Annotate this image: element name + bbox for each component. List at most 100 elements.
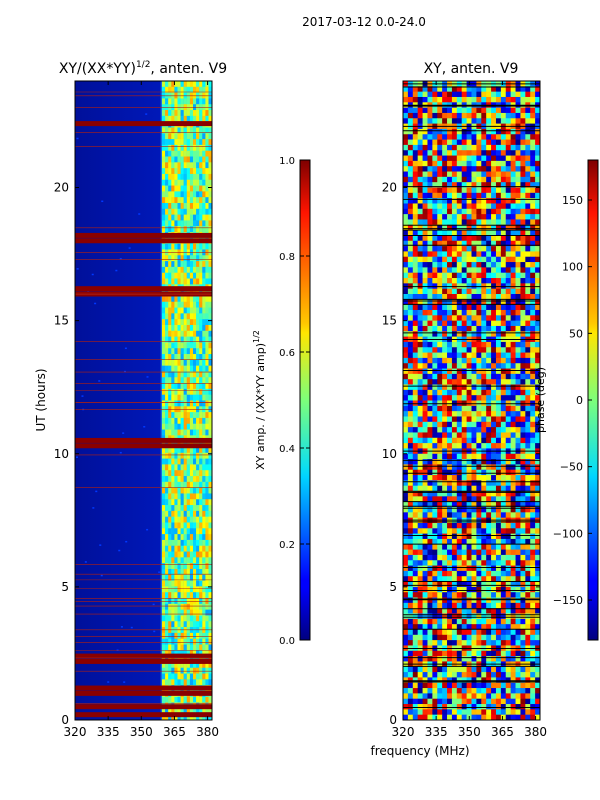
amplitude-cell: [202, 278, 206, 285]
phase-cell: [456, 634, 463, 641]
phase-cell: [495, 219, 502, 226]
phase-cell: [515, 443, 521, 449]
amplitude-cell: [162, 295, 166, 303]
amplitude-cell: [165, 464, 169, 471]
phase-cell: [456, 432, 463, 439]
phase-cell: [412, 459, 419, 465]
phase-cell: [461, 240, 468, 247]
phase-cell: [466, 560, 472, 567]
phase-cell: [471, 240, 477, 247]
amplitude-cell: [168, 563, 172, 570]
phase-cell: [491, 118, 497, 125]
phase-cell: [447, 278, 453, 284]
amplitude-cell: [168, 86, 172, 94]
phase-cell: [461, 459, 468, 465]
phase-cell: [442, 118, 448, 125]
phase-cell: [535, 629, 540, 636]
amplitude-cell: [162, 615, 166, 622]
phase-cell: [427, 144, 433, 151]
amplitude-cell: [180, 371, 184, 378]
amplitude-cell: [174, 522, 178, 529]
phase-cell: [403, 187, 409, 194]
amplitude-cell: [202, 371, 206, 378]
amplitude-cell: [171, 295, 175, 303]
amplitude-cell: [189, 400, 194, 407]
phase-cell: [515, 166, 521, 173]
amplitude-cell: [186, 586, 190, 593]
phase-cell: [495, 608, 502, 614]
phase-cell: [525, 656, 531, 662]
amplitude-cell: [180, 86, 184, 94]
phase-cell: [486, 192, 492, 199]
phase-cell: [407, 437, 414, 444]
phase-cell: [407, 560, 414, 567]
phase-cell: [510, 634, 516, 641]
amplitude-cell: [174, 81, 178, 88]
phase-cell: [486, 379, 492, 386]
phase-cell: [481, 491, 487, 497]
phase-cell: [437, 134, 443, 141]
amplitude-cell: [193, 139, 197, 146]
phase-cell: [451, 528, 458, 535]
phase-cell: [491, 485, 497, 492]
phase-cell: [525, 411, 531, 417]
amplitude-cell: [189, 319, 194, 326]
phase-cell: [447, 352, 453, 359]
phase-cell: [407, 629, 414, 636]
phase-cell: [407, 544, 414, 551]
phase-cell: [451, 597, 458, 604]
phase-cell: [471, 464, 477, 471]
phase-cell: [525, 570, 531, 577]
amplitude-cell: [189, 208, 194, 216]
phase-cell: [525, 134, 531, 141]
phase-cell: [510, 182, 516, 188]
phase-cell: [476, 235, 482, 242]
phase-cell: [412, 368, 419, 375]
amplitude-axes-frame: [74, 80, 213, 721]
phase-cell: [471, 363, 477, 370]
phase-cell: [500, 554, 507, 561]
amplitude-cell: [183, 255, 187, 262]
phase-cell: [407, 597, 414, 604]
phase-cell: [456, 640, 463, 646]
phase-cell: [530, 352, 536, 359]
phase-cell: [422, 507, 428, 513]
phase-cell: [505, 187, 512, 194]
amplitude-cell: [205, 632, 209, 640]
phase-cell: [417, 379, 423, 386]
amplitude-cell: [199, 627, 203, 634]
phase-cell: [427, 192, 433, 199]
amplitude-cell: [186, 319, 190, 326]
amplitude-cell: [196, 609, 200, 616]
phase-cell: [525, 267, 531, 274]
amplitude-cell: [168, 220, 172, 227]
amplitude-cell: [183, 650, 187, 657]
phase-cell: [456, 230, 463, 236]
phase-cell: [422, 352, 428, 359]
amplitude-cell: [183, 220, 187, 227]
amplitude-cell: [193, 81, 197, 88]
phase-cell: [481, 325, 487, 332]
phase-cell: [471, 320, 477, 327]
phase-cell: [476, 96, 482, 103]
amplitude-cell: [193, 330, 197, 338]
phase-cell: [427, 592, 433, 599]
phase-cell: [500, 299, 507, 306]
phase-cell: [500, 256, 507, 263]
phase-cell: [442, 198, 448, 204]
phase-cell: [456, 618, 463, 625]
phase-cell: [447, 565, 453, 572]
phase-cell: [481, 171, 487, 178]
phase-cell: [437, 96, 443, 103]
phase-cell: [422, 608, 428, 614]
phase-cell: [432, 538, 438, 545]
phase-cell: [525, 240, 531, 247]
phase-cell: [535, 464, 540, 471]
phase-cell: [525, 373, 531, 380]
phase-cell: [451, 618, 458, 625]
amplitude-cell: [186, 458, 190, 465]
amplitude-cell: [196, 197, 200, 204]
phase-cell: [486, 112, 492, 119]
amplitude-cell: [171, 365, 175, 372]
amplitude-cell: [168, 243, 172, 250]
